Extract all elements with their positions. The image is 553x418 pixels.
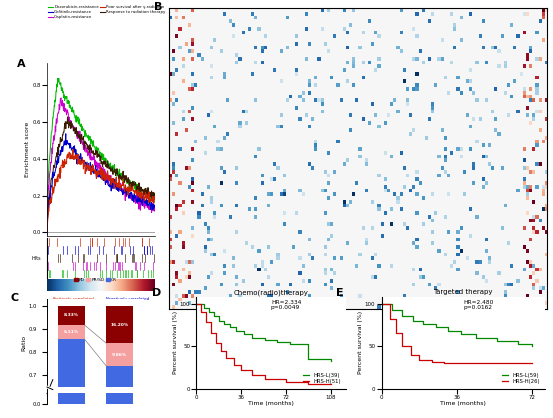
Text: 16.20%: 16.20% [111, 323, 129, 326]
Bar [58, 393, 85, 404]
Text: A: A [17, 59, 25, 69]
Title: Chemo(radio)therapy: Chemo(radio)therapy [233, 289, 309, 296]
Bar [58, 306, 85, 325]
Title: Targeted therapy: Targeted therapy [434, 289, 493, 295]
Text: C: C [10, 293, 18, 303]
Y-axis label: Percent survival (%): Percent survival (%) [358, 311, 363, 375]
Bar [106, 393, 133, 404]
Y-axis label: Enrichment score: Enrichment score [24, 122, 30, 177]
Text: E: E [336, 288, 343, 298]
Bar [106, 343, 133, 366]
Text: D: D [152, 288, 161, 298]
Text: 8.33%: 8.33% [64, 314, 79, 317]
Y-axis label: Ratio: Ratio [21, 335, 26, 351]
Legend: HRS-L(39), HRS-H(51): HRS-L(39), HRS-H(51) [301, 371, 343, 386]
Legend: Doxorubicin-resistance, Gefitinib-resistance, Cisplatin-resistance, Poor surviva: Doxorubicin-resistance, Gefitinib-resist… [47, 4, 167, 20]
Text: 6.11%: 6.11% [64, 330, 79, 334]
Text: 9.86%: 9.86% [112, 353, 127, 357]
Y-axis label: Percent survival (%): Percent survival (%) [173, 311, 178, 375]
Bar [106, 366, 133, 418]
Bar [106, 306, 133, 343]
Legend: PD, PR/SD, CR: PD, PR/SD, CR [72, 277, 118, 284]
X-axis label: Time (months): Time (months) [440, 401, 486, 406]
Bar [58, 339, 85, 418]
X-axis label: Time (months): Time (months) [248, 401, 294, 406]
Text: B: B [154, 3, 162, 13]
Text: HR=2.480
p=0.0162: HR=2.480 p=0.0162 [463, 300, 493, 310]
Text: HR=2.334
p=0.0049: HR=2.334 p=0.0049 [271, 300, 301, 310]
Bar [58, 325, 85, 339]
Legend: HRS-L(59), HRS-H(26): HRS-L(59), HRS-H(26) [500, 371, 542, 386]
